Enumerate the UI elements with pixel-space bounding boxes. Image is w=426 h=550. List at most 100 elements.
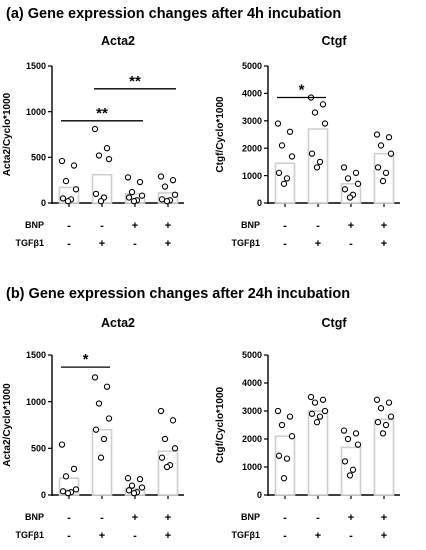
data-point <box>316 158 324 166</box>
data-point <box>158 196 166 203</box>
data-point <box>274 120 282 127</box>
data-point <box>346 194 354 201</box>
significance-label: * <box>83 351 89 368</box>
chart-title: Ctgf <box>322 316 348 330</box>
row-label-bnp: BNP <box>241 220 260 230</box>
condition-bnp: + <box>381 220 387 232</box>
data-point <box>92 190 100 198</box>
chart-4h-acta2: Acta2 Acta2/Cyclo*1000 0 500 1000 1500 ** ** BNP… <box>2 34 184 250</box>
y-axis-label: Ctgf/Cyclo*1000 <box>215 96 226 173</box>
data-point <box>387 150 395 157</box>
data-point <box>169 177 177 184</box>
data-point <box>136 475 144 483</box>
data-point <box>319 396 327 403</box>
section-title-a: (a) Gene expression changes after 4h inc… <box>6 6 342 22</box>
data-point <box>100 435 108 443</box>
data-point <box>340 427 348 434</box>
data-point <box>308 410 316 417</box>
data-point <box>286 413 294 420</box>
condition-bnp: + <box>165 220 171 232</box>
data-point <box>321 120 329 127</box>
data-point <box>278 142 286 149</box>
data-point <box>374 164 382 171</box>
bar <box>373 418 395 496</box>
row-label-tgfb1: TGFβ1 <box>16 238 45 248</box>
data-point <box>70 162 78 169</box>
data-point <box>58 441 66 448</box>
y-tick-label: 1000 <box>26 107 46 117</box>
condition-bnp: - <box>283 512 287 524</box>
data-point <box>91 125 99 133</box>
data-point <box>275 169 283 177</box>
data-point <box>130 489 138 497</box>
data-point <box>385 134 393 141</box>
y-tick-label: 0 <box>257 198 262 208</box>
data-point <box>307 393 315 401</box>
y-tick-label: 500 <box>31 153 46 163</box>
condition-bnp: + <box>165 512 171 524</box>
condition-tgfb1: + <box>165 530 171 542</box>
data-point <box>124 475 132 482</box>
data-point <box>341 186 349 193</box>
condition-bnp: + <box>348 512 354 524</box>
data-point <box>373 396 381 403</box>
y-tick-label: 3000 <box>242 116 262 126</box>
data-point <box>352 430 360 437</box>
data-point <box>58 157 66 165</box>
data-point <box>321 407 329 415</box>
condition-tgfb1: + <box>315 238 321 250</box>
data-point <box>382 421 390 429</box>
data-point <box>286 128 294 135</box>
chart-24h-ctgf: Ctgf Ctgf/Cyclo*1000 0 1000 2000 3000 4000 5000… <box>215 316 400 542</box>
data-point <box>72 186 80 193</box>
data-point <box>341 458 349 465</box>
data-point <box>171 191 179 198</box>
significance-label: ** <box>129 73 141 90</box>
data-point <box>354 441 362 448</box>
data-point <box>354 180 362 187</box>
condition-bnp: - <box>316 220 320 232</box>
condition-tgfb1: - <box>349 238 353 250</box>
data-point <box>163 198 171 205</box>
row-label-tgfb1: TGFβ1 <box>232 530 261 540</box>
condition-bnp: - <box>67 512 71 524</box>
bar <box>274 435 296 496</box>
bar <box>91 428 113 496</box>
data-point <box>385 399 393 406</box>
data-point <box>97 454 105 461</box>
condition-tgfb1: + <box>381 530 387 542</box>
data-point <box>283 175 291 182</box>
y-axis-label: Acta2/Cyclo*1000 <box>2 383 13 467</box>
data-point <box>274 407 282 415</box>
data-point <box>95 400 103 407</box>
data-point <box>278 421 286 429</box>
condition-tgfb1: + <box>381 238 387 250</box>
condition-bnp: + <box>348 220 354 232</box>
data-point <box>72 486 80 493</box>
y-tick-label: 2000 <box>242 143 262 153</box>
data-point <box>280 475 288 482</box>
data-point <box>62 473 70 480</box>
row-label-bnp: BNP <box>25 512 44 522</box>
data-point <box>103 145 111 152</box>
data-point <box>313 419 321 426</box>
data-point <box>157 407 165 415</box>
condition-bnp: - <box>100 512 104 524</box>
data-point <box>349 466 357 473</box>
data-point <box>311 399 319 406</box>
significance-label: ** <box>96 105 108 122</box>
chart-4h-ctgf: Ctgf Ctgf/Cyclo*1000 0 1000 2000 3000 4000 5000… <box>215 34 400 250</box>
data-point <box>377 142 385 149</box>
condition-bnp: + <box>132 220 138 232</box>
data-point <box>128 482 136 489</box>
data-point <box>64 489 72 497</box>
y-tick-label: 3000 <box>242 406 262 416</box>
data-point <box>344 175 352 182</box>
data-point <box>283 455 291 462</box>
data-point <box>130 198 138 205</box>
condition-tgfb1: + <box>99 530 105 542</box>
section-title-b: (b) Gene expression changes after 24h in… <box>6 286 351 302</box>
condition-tgfb1: - <box>133 238 137 250</box>
bar <box>307 410 329 496</box>
bar <box>157 450 179 496</box>
